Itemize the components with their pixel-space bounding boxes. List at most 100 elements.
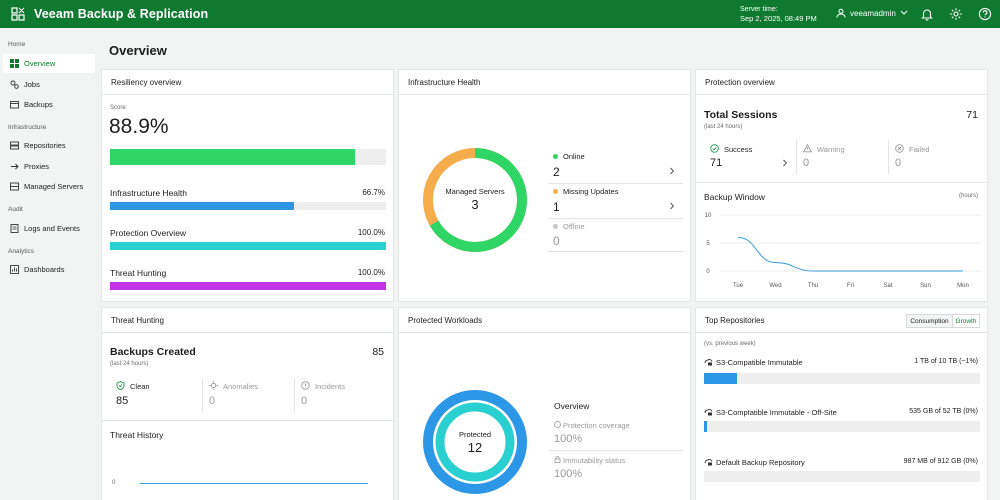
stat-value: 0 (803, 157, 810, 169)
repos-subtitle: (vs. previous week) (704, 341, 756, 347)
app-title: Veeam Backup & Replication (34, 7, 209, 21)
overview-value: 100% (554, 433, 583, 445)
divider (548, 183, 683, 184)
legend-value: 0 (553, 234, 560, 248)
threat-hunting-bar (110, 282, 386, 290)
overview-value: 100% (554, 468, 583, 480)
repository-icon (704, 459, 713, 466)
toggle-consumption[interactable]: Consumption (910, 317, 949, 325)
score-value: 88.9% (109, 115, 169, 138)
resiliency-overview-card: Resiliency overview Score: 88.9% Infrast… (101, 69, 394, 302)
protection-overview-card: Protection overview Total Sessions 71 (l… (695, 69, 989, 302)
top-repositories-card: Top Repositories Consumption Growth (vs.… (695, 307, 988, 500)
protected-donut (423, 390, 527, 494)
legend-label: Offline (563, 222, 585, 231)
stat-value: 85 (116, 395, 129, 407)
bar-fill (110, 202, 295, 210)
repo-usage: 987 MB of 912 GB (0%) (903, 458, 978, 465)
overview-title: Overview (554, 401, 590, 411)
x-tick-label: Wed (769, 283, 781, 289)
stat-label: Failed (909, 145, 930, 154)
sidebar-item-repositories[interactable]: Repositories (3, 136, 95, 155)
legend-value: 2 (553, 165, 560, 179)
stat-label: Clean (130, 382, 150, 391)
repo-usage-bar (704, 471, 980, 482)
stat-value: 0 (209, 395, 216, 407)
toggle-growth[interactable]: Growth (952, 315, 979, 327)
sidebar-item-dashboards[interactable]: Dashboards (3, 260, 95, 279)
protection-overview-bar (110, 242, 386, 250)
stat-label: Success (724, 145, 753, 154)
bar-fill (110, 282, 386, 290)
top-bar: Veeam Backup & Replication Server time: … (0, 0, 1000, 28)
repo-usage: 535 GB of 52 TB (0%) (909, 408, 978, 415)
sidebar-item-label: Dashboards (24, 265, 65, 274)
server-time: Server time: Sep 2, 2025, 08:49 PM (740, 5, 817, 23)
total-sessions-value: 71 (966, 109, 978, 121)
consumption-growth-toggle: Consumption Growth (906, 314, 980, 328)
infrastructure-health-bar (110, 202, 386, 210)
backup-window-title: Backup Window (704, 192, 765, 202)
sidebar-item-label: Proxies (24, 162, 50, 171)
infrastructure-health-card: Infrastructure Health Managed Servers 3 … (398, 69, 691, 302)
legend-value: 1 (553, 200, 560, 214)
y-tick-label: 5 (706, 241, 710, 247)
x-circle-icon (895, 144, 904, 153)
score-bar-fill (110, 149, 356, 165)
repository-icon (10, 141, 19, 150)
overview-label: Immutability status (563, 456, 626, 465)
anomaly-icon (209, 381, 218, 390)
divider (548, 251, 683, 252)
help-icon[interactable] (978, 7, 992, 21)
backup-window-chart: 10 5 0 Tue Wed Thu Fri Sat Sun Mon (705, 213, 981, 289)
user-menu[interactable]: veeamadmin (836, 8, 908, 18)
y-tick-label: 10 (705, 213, 712, 219)
total-sessions-label: Total Sessions (704, 109, 778, 121)
threat-hunting-card: Threat Hunting Backups Created 85 (last … (101, 307, 395, 500)
sidebar: Home Overview Jobs Backups Infrastructur… (0, 28, 100, 500)
stat-value: 0 (895, 157, 902, 169)
proxy-icon (11, 163, 19, 170)
repo-bar-fill (704, 421, 707, 432)
status-dot (553, 154, 558, 159)
card-title: Infrastructure Health (399, 70, 690, 95)
card-title: Top Repositories (696, 308, 987, 333)
logs-icon (10, 224, 19, 233)
coverage-icon (554, 421, 561, 428)
backups-icon (10, 101, 19, 109)
x-tick-label: Mon (957, 283, 969, 289)
stat-value: 0 (301, 395, 308, 407)
legend-label: Online (563, 152, 585, 161)
sidebar-item-label: Logs and Events (24, 224, 80, 233)
sidebar-item-managed-servers[interactable]: Managed Servers (3, 177, 95, 196)
backups-created-value: 85 (372, 346, 384, 358)
row-label: Infrastructure Health (110, 188, 188, 198)
y-tick-label: 0 (706, 269, 710, 275)
shield-check-icon (116, 381, 125, 390)
card-title: Protection overview (696, 70, 987, 95)
x-tick-label: Sun (920, 283, 931, 289)
sidebar-item-jobs[interactable]: Jobs (3, 75, 95, 94)
sidebar-item-proxies[interactable]: Proxies (3, 157, 95, 176)
overview-label: Protection coverage (563, 421, 630, 430)
grid-icon (10, 59, 19, 68)
protected-workloads-card: Protected Workloads Protected 12 Overvie… (398, 307, 691, 500)
repo-name: S3-Comptatible Immutable - Off-Site (716, 408, 837, 417)
donut-outer-ring (423, 390, 527, 494)
gear-icon[interactable] (949, 7, 963, 21)
managed-servers-donut (423, 148, 527, 252)
jobs-icon (10, 80, 19, 89)
sidebar-section-audit: Audit (8, 206, 23, 213)
server-icon (10, 182, 19, 191)
sidebar-item-logs-and-events[interactable]: Logs and Events (3, 219, 95, 238)
divider (294, 378, 295, 412)
bell-icon[interactable] (920, 7, 934, 21)
sidebar-item-overview[interactable]: Overview (3, 54, 95, 73)
row-value: 66.7% (362, 188, 385, 197)
chevron-right-icon (670, 202, 675, 210)
score-label: Score: (110, 105, 128, 111)
card-title: Resiliency overview (102, 70, 393, 95)
divider (102, 420, 395, 421)
sidebar-item-backups[interactable]: Backups (3, 95, 95, 114)
series-line (737, 236, 963, 272)
